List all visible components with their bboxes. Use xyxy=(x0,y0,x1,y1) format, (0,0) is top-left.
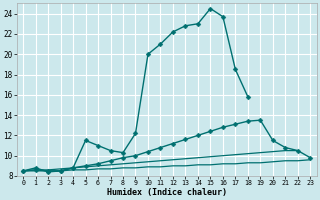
X-axis label: Humidex (Indice chaleur): Humidex (Indice chaleur) xyxy=(107,188,227,197)
